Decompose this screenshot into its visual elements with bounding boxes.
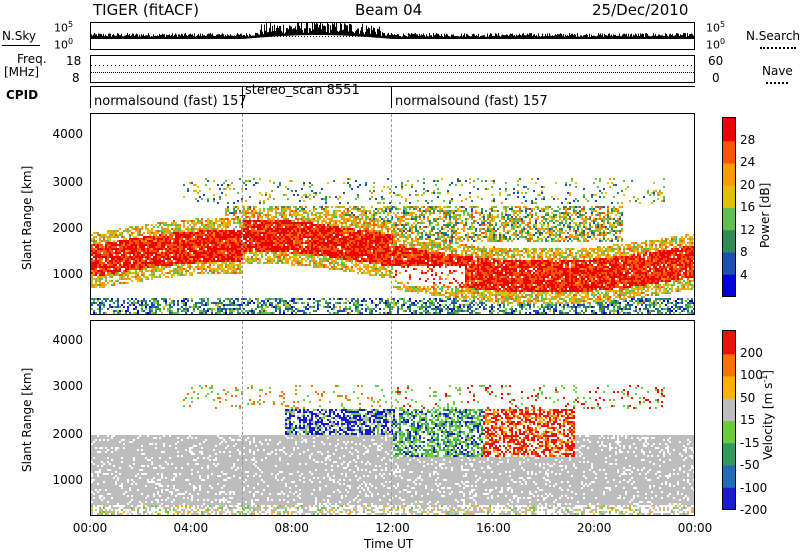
- velocity-cb-tick-0: 200: [740, 345, 763, 360]
- x-tick-3: 12:00: [375, 521, 410, 535]
- velocity-ytick-1000: 1000: [52, 473, 83, 487]
- cpid-divider-2: [242, 86, 243, 108]
- velocity-panel: [90, 320, 695, 516]
- power-dash-1: [242, 114, 243, 314]
- velocity-ytick-3000: 3000: [52, 379, 83, 393]
- x-tick-4: 16:00: [476, 521, 511, 535]
- date-title: 25/Dec/2010: [592, 1, 689, 19]
- velocity-ytick-2000: 2000: [52, 427, 83, 441]
- power-cb-tick-2: 12: [740, 222, 756, 237]
- velocity-cb-tick-3: 15: [740, 413, 756, 427]
- power-ytick-2000: 2000: [52, 221, 83, 235]
- power-cb-tick-1: 8: [740, 245, 748, 259]
- freq-plot: [91, 56, 694, 82]
- cpid-segment-2: stereo_scan 8551: [245, 83, 360, 98]
- power-ylabel: Slant Range [km]: [20, 165, 34, 270]
- noise-right-tick-bottom: 100: [706, 37, 726, 52]
- velocity-cb-tick-5: -50: [740, 458, 760, 472]
- freq-left-tick-bottom: 8: [72, 71, 80, 85]
- nsearch-label: N.Search: [746, 29, 800, 43]
- power-ytick-1000: 1000: [52, 267, 83, 281]
- velocity-ytick-4000: 4000: [52, 333, 83, 347]
- nsky-label: N.Sky: [2, 29, 37, 43]
- velocity-cb-tick-6: -100: [740, 480, 768, 495]
- cpid-frame-line: [90, 86, 695, 87]
- power-colorbar-fill: [723, 118, 735, 296]
- power-ytick-3000: 3000: [52, 175, 83, 189]
- velocity-colorbar: [722, 330, 736, 510]
- freq-panel: [90, 55, 695, 83]
- cpid-divider-1: [90, 86, 91, 108]
- noise-right-tick-top: 105: [706, 20, 726, 35]
- power-ytick-4000: 4000: [52, 127, 83, 141]
- x-tick-2: 08:00: [274, 521, 309, 535]
- velocity-colorbar-fill: [723, 331, 735, 509]
- power-cb-tick-5: 24: [740, 155, 756, 169]
- freq-left-tick-top: 18: [66, 54, 82, 68]
- power-cb-tick-6: 28: [740, 132, 756, 147]
- power-panel: [90, 113, 695, 315]
- x-tick-6: 00:00: [677, 521, 713, 535]
- nave-label: Nave: [762, 64, 793, 78]
- cpid-segment-3: normalsound (fast) 157: [395, 94, 548, 109]
- velocity-colorbar-label: Velocity [m s-1]: [760, 370, 775, 460]
- x-tick-1: 04:00: [173, 521, 209, 535]
- nsearch-line: [760, 47, 796, 49]
- noise-left-tick-bottom: 100: [54, 37, 74, 52]
- power-cb-tick-4: 20: [740, 177, 756, 192]
- beam-title: Beam 04: [355, 1, 423, 19]
- noise-left-tick-top: 105: [54, 20, 74, 35]
- noise-panel: [90, 22, 695, 50]
- nsky-line: [2, 45, 40, 46]
- velocity-cb-tick-2: 50: [740, 390, 756, 405]
- nave-line: [766, 82, 788, 84]
- freq-unit-label: [MHz]: [4, 65, 40, 79]
- freq-label: Freq.: [17, 52, 47, 66]
- power-cb-tick-3: 16: [740, 200, 756, 214]
- cpid-segment-1: normalsound (fast) 157: [94, 94, 247, 109]
- power-colorbar-label: Power [dB]: [758, 182, 772, 248]
- power-heatmap: [91, 114, 694, 314]
- x-tick-5: 20:00: [576, 521, 612, 535]
- freq-right-tick-bottom: 0: [712, 71, 720, 85]
- cpid-label: CPID: [6, 88, 39, 102]
- velocity-cb-tick-4: -15: [740, 435, 760, 450]
- radar-title: TIGER (fitACF): [93, 1, 200, 19]
- x-axis-label: Time UT: [364, 537, 414, 551]
- velocity-dash-2: [391, 321, 392, 515]
- freq-right-tick-top: 60: [708, 54, 724, 68]
- velocity-heatmap: [91, 321, 694, 515]
- noise-plot: [91, 23, 694, 49]
- power-dash-2: [391, 114, 392, 314]
- cpid-divider-3: [391, 86, 392, 108]
- velocity-ylabel: Slant Range [km]: [20, 367, 34, 472]
- velocity-colorbar-label-text: Velocity [m s-1]: [760, 370, 775, 460]
- x-tick-0: 00:00: [72, 521, 108, 535]
- velocity-cb-tick-1: 100: [740, 368, 763, 382]
- velocity-cb-tick-7: -200: [740, 503, 768, 517]
- velocity-dash-1: [242, 321, 243, 515]
- power-cb-tick-0: 4: [740, 267, 748, 282]
- power-colorbar: [722, 117, 736, 297]
